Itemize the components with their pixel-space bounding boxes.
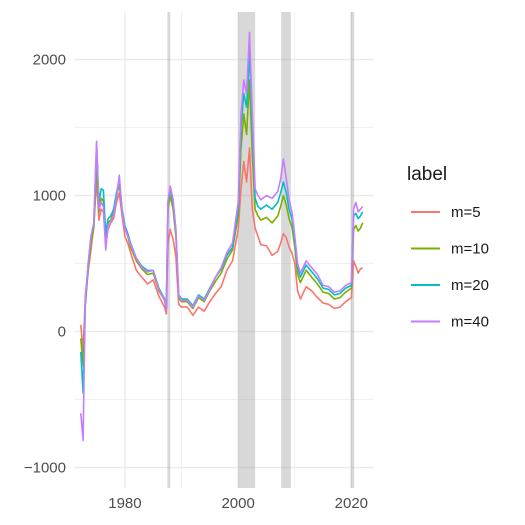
series-line-m-5 bbox=[80, 147, 364, 353]
legend: label m=5 m=10 m=20 m=40 bbox=[407, 164, 489, 331]
y-tick-label: 2000 bbox=[33, 52, 66, 69]
series-lines bbox=[80, 31, 364, 442]
x-tick-label: 2000 bbox=[221, 495, 254, 512]
series-line-m-10 bbox=[80, 79, 364, 367]
shaded-interval bbox=[167, 12, 171, 488]
legend-label: m=5 bbox=[451, 204, 481, 221]
x-tick-label: 1980 bbox=[108, 495, 141, 512]
legend-label: m=20 bbox=[451, 277, 489, 294]
y-tick-label: 1000 bbox=[33, 188, 66, 205]
shaded-interval bbox=[281, 12, 291, 488]
plot-panel bbox=[74, 12, 374, 488]
shaded-intervals bbox=[167, 12, 355, 488]
legend-label: m=10 bbox=[451, 241, 489, 258]
y-tick-label: −1000 bbox=[24, 460, 66, 477]
x-axis-tick-labels: 1980 2000 2020 bbox=[108, 495, 368, 512]
legend-title: label bbox=[407, 164, 447, 185]
y-tick-label: 0 bbox=[58, 324, 66, 341]
series-line-m-40 bbox=[80, 31, 364, 442]
y-axis-tick-labels: −1000 0 1000 2000 bbox=[24, 52, 66, 477]
legend-label: m=40 bbox=[451, 314, 489, 331]
x-tick-label: 2020 bbox=[335, 495, 368, 512]
